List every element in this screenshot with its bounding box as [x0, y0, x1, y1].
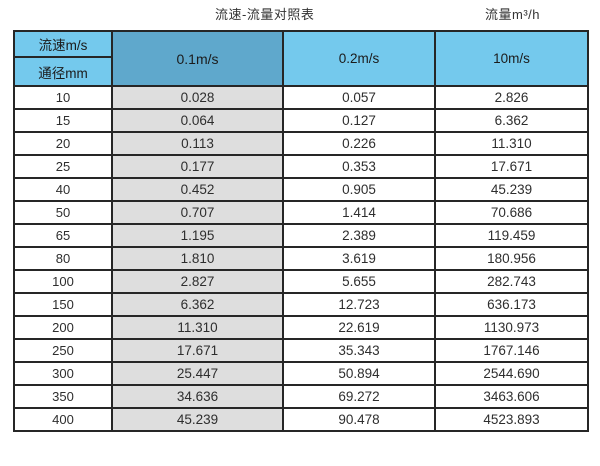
diameter-cell: 400 — [13, 407, 113, 432]
flow-value-cell: 282.743 — [434, 269, 589, 294]
diameter-cell: 200 — [13, 315, 113, 340]
table-row: 350 34.636 69.272 3463.606 — [13, 384, 589, 409]
diameter-cell: 250 — [13, 338, 113, 363]
table-row: 250 17.671 35.343 1767.146 — [13, 338, 589, 363]
flow-value-cell: 45.239 — [434, 177, 589, 202]
flow-value-cell: 17.671 — [111, 338, 284, 363]
column-header-10ms: 10m/s — [434, 30, 589, 87]
flow-value-cell: 0.028 — [111, 85, 284, 110]
flow-value-cell: 0.177 — [111, 154, 284, 179]
flow-value-cell: 0.452 — [111, 177, 284, 202]
flow-value-cell: 0.057 — [282, 85, 436, 110]
table-row: 25 0.177 0.353 17.671 — [13, 154, 589, 179]
flow-value-cell: 0.113 — [111, 131, 284, 156]
table-row: 40 0.452 0.905 45.239 — [13, 177, 589, 202]
diameter-cell: 150 — [13, 292, 113, 317]
flow-value-cell: 2.827 — [111, 269, 284, 294]
table-row: 10 0.028 0.057 2.826 — [13, 85, 589, 110]
flow-value-cell: 3.619 — [282, 246, 436, 271]
flow-unit-label: 流量m³/h — [485, 7, 541, 22]
flow-value-cell: 0.127 — [282, 108, 436, 133]
flow-value-cell: 4523.893 — [434, 407, 589, 432]
diameter-cell: 40 — [13, 177, 113, 202]
flow-value-cell: 0.064 — [111, 108, 284, 133]
flow-value-cell: 12.723 — [282, 292, 436, 317]
flow-value-cell: 70.686 — [434, 200, 589, 225]
flow-value-cell: 0.353 — [282, 154, 436, 179]
flow-value-cell: 1130.973 — [434, 315, 589, 340]
diameter-cell: 100 — [13, 269, 113, 294]
flow-value-cell: 1.414 — [282, 200, 436, 225]
table-row: 15 0.064 0.127 6.362 — [13, 108, 589, 133]
flow-value-cell: 35.343 — [282, 338, 436, 363]
flow-value-cell: 5.655 — [282, 269, 436, 294]
table-row: 20 0.113 0.226 11.310 — [13, 131, 589, 156]
flow-value-cell: 17.671 — [434, 154, 589, 179]
flow-value-cell: 119.459 — [434, 223, 589, 248]
diameter-cell: 300 — [13, 361, 113, 386]
column-header-0-2ms: 0.2m/s — [282, 30, 436, 87]
flow-value-cell: 1.195 — [111, 223, 284, 248]
flow-value-cell: 11.310 — [111, 315, 284, 340]
diameter-cell: 15 — [13, 108, 113, 133]
diameter-cell: 20 — [13, 131, 113, 156]
flow-value-cell: 1767.146 — [434, 338, 589, 363]
diameter-cell: 50 — [13, 200, 113, 225]
flow-table: 流速m/s 0.1m/s 0.2m/s 10m/s 通径mm 10 0.028 0.… — [13, 30, 589, 432]
table-body: 10 0.028 0.057 2.826 15 0.064 0.127 6.362 20 0.11… — [13, 85, 589, 432]
flow-value-cell: 2.826 — [434, 85, 589, 110]
flow-value-cell: 0.226 — [282, 131, 436, 156]
table-row: 50 0.707 1.414 70.686 — [13, 200, 589, 225]
diameter-cell: 25 — [13, 154, 113, 179]
table-row: 100 2.827 5.655 282.743 — [13, 269, 589, 294]
table-title: 流速-流量对照表 — [215, 7, 315, 22]
column-header-0-1ms: 0.1m/s — [111, 30, 284, 87]
flow-value-cell: 69.272 — [282, 384, 436, 409]
flow-value-cell: 0.707 — [111, 200, 284, 225]
table-header: 流速m/s 0.1m/s 0.2m/s 10m/s 通径mm — [13, 30, 589, 87]
flow-value-cell: 1.810 — [111, 246, 284, 271]
table-row: 150 6.362 12.723 636.173 — [13, 292, 589, 317]
flow-value-cell: 11.310 — [434, 131, 589, 156]
diameter-cell: 350 — [13, 384, 113, 409]
flow-value-cell: 3463.606 — [434, 384, 589, 409]
diameter-cell: 65 — [13, 223, 113, 248]
table-row: 300 25.447 50.894 2544.690 — [13, 361, 589, 386]
flow-value-cell: 180.956 — [434, 246, 589, 271]
table-row: 80 1.810 3.619 180.956 — [13, 246, 589, 271]
flow-value-cell: 90.478 — [282, 407, 436, 432]
flow-value-cell: 50.894 — [282, 361, 436, 386]
diameter-cell: 10 — [13, 85, 113, 110]
corner-velocity-label: 流速m/s — [13, 30, 113, 58]
flow-value-cell: 6.362 — [111, 292, 284, 317]
flow-value-cell: 2.389 — [282, 223, 436, 248]
corner-diameter-label: 通径mm — [13, 56, 113, 87]
header-row-bottom: 通径mm — [13, 56, 588, 87]
header-row-top: 流速m/s 0.1m/s 0.2m/s 10m/s — [13, 30, 589, 87]
flow-value-cell: 45.239 — [111, 407, 284, 432]
flow-value-cell: 34.636 — [111, 384, 284, 409]
table-row: 200 11.310 22.619 1130.973 — [13, 315, 589, 340]
flow-value-cell: 0.905 — [282, 177, 436, 202]
diameter-cell: 80 — [13, 246, 113, 271]
flow-value-cell: 6.362 — [434, 108, 589, 133]
table-row: 400 45.239 90.478 4523.893 — [13, 407, 589, 432]
table-row: 65 1.195 2.389 119.459 — [13, 223, 589, 248]
flow-value-cell: 636.173 — [434, 292, 589, 317]
flow-value-cell: 2544.690 — [434, 361, 589, 386]
flow-value-cell: 25.447 — [111, 361, 284, 386]
flow-value-cell: 22.619 — [282, 315, 436, 340]
